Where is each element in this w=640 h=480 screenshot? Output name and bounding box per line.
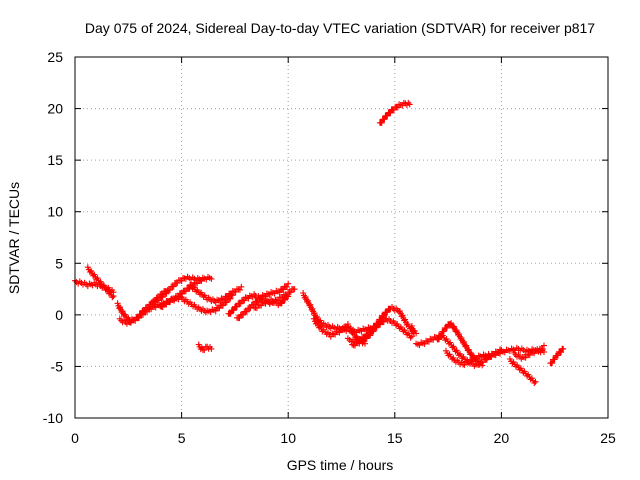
x-tick-label: 25 [600, 430, 616, 446]
y-tick-label: 25 [47, 49, 63, 65]
y-tick-label: 20 [47, 101, 63, 117]
data-track [148, 273, 206, 306]
x-tick-label: 5 [178, 430, 186, 446]
x-tick-label: 10 [280, 430, 296, 446]
data-track [84, 264, 117, 301]
y-tick-label: 5 [55, 255, 63, 271]
x-tick-label: 20 [494, 430, 510, 446]
data-track [187, 281, 245, 306]
series-sdtvar [72, 99, 567, 386]
axis-ticks: 0 5 10 15 20 25 -10 -5 0 5 10 15 20 25 [43, 49, 616, 446]
data-track [234, 280, 292, 322]
data-track [434, 320, 486, 369]
data-track [547, 345, 567, 367]
data-track [443, 347, 492, 368]
plot-frame [74, 56, 609, 419]
y-tick-label: -5 [51, 358, 64, 374]
y-tick-label: 15 [47, 152, 63, 168]
y-axis-label: SDTVAR / TECUs [6, 182, 22, 294]
data-marks [72, 99, 567, 386]
data-track [349, 315, 415, 349]
x-tick-label: 0 [71, 430, 79, 446]
chart-title: Day 075 of 2024, Sidereal Day-to-day VTE… [85, 20, 595, 36]
y-tick-label: -10 [43, 410, 63, 426]
x-tick-label: 15 [387, 430, 403, 446]
data-track [506, 356, 539, 386]
x-axis-label: GPS time / hours [287, 457, 394, 473]
y-tick-label: 0 [55, 307, 63, 323]
grid [75, 57, 608, 418]
data-track [310, 315, 368, 347]
data-track [376, 99, 413, 126]
data-track [408, 323, 417, 337]
y-tick-label: 10 [47, 204, 63, 220]
data-track [195, 341, 215, 354]
data-track [511, 342, 547, 362]
data-track [251, 293, 292, 312]
